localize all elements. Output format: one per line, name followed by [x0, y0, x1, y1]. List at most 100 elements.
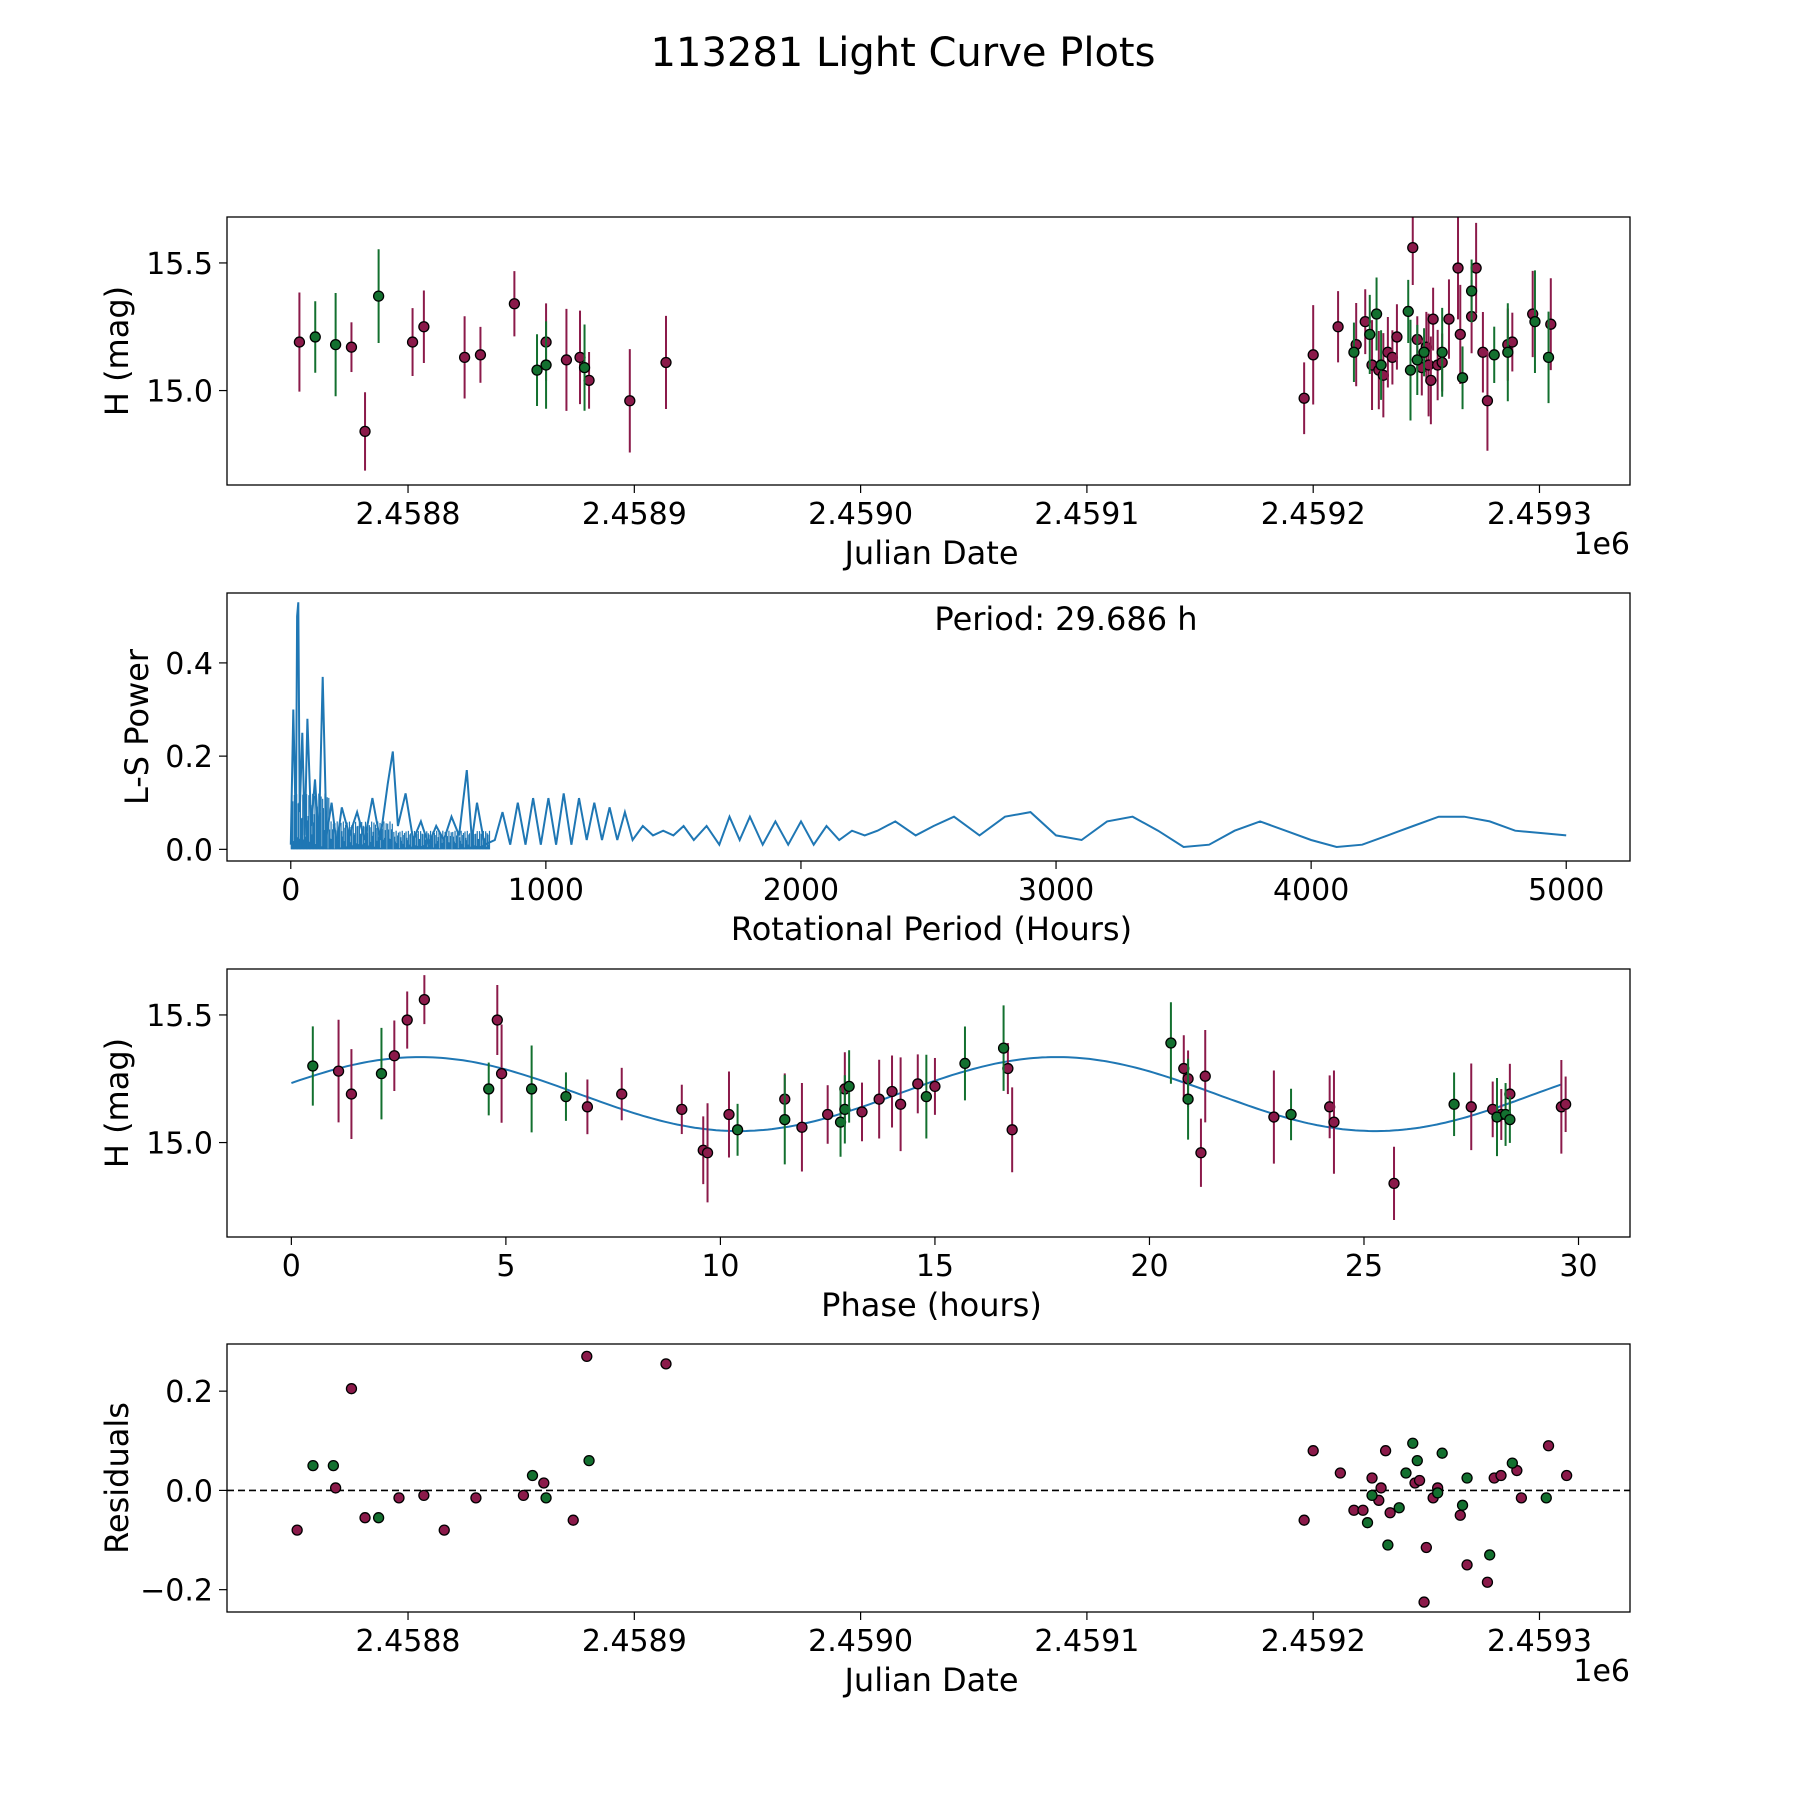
data-point	[418, 1489, 430, 1502]
data-point	[332, 1065, 345, 1077]
y-tick-label: 15.0	[146, 1127, 213, 1162]
data-point	[1461, 1472, 1473, 1484]
periodogram-spikes	[290, 793, 491, 850]
x-tick-label: 2.4593	[1487, 1624, 1592, 1659]
data-point	[372, 290, 385, 302]
data-point	[1470, 262, 1482, 274]
x-tick-label: 2.4588	[356, 497, 461, 532]
axes-frame	[226, 968, 1631, 1238]
data-point	[1366, 1472, 1378, 1484]
data-point	[1165, 1037, 1177, 1049]
data-point	[309, 331, 321, 343]
data-point	[1375, 359, 1387, 371]
data-point	[345, 1088, 358, 1100]
data-point	[1420, 1541, 1432, 1554]
series-g	[307, 1002, 1516, 1165]
data-point	[578, 361, 591, 374]
data-point	[1560, 1469, 1573, 1482]
data-point	[495, 1067, 508, 1080]
y-tick-label: −0.2	[140, 1574, 213, 1609]
data-point	[1456, 372, 1469, 384]
data-point	[1366, 1489, 1378, 1502]
data-point	[886, 1085, 898, 1098]
data-point	[1504, 1113, 1516, 1126]
data-point	[1477, 346, 1489, 358]
series-g	[309, 249, 1555, 421]
data-point	[660, 1358, 672, 1370]
data-point	[1384, 1507, 1396, 1519]
data-point	[345, 1383, 358, 1395]
data-point	[538, 1477, 550, 1489]
data-point	[540, 359, 552, 371]
data-point	[418, 321, 430, 333]
data-point	[291, 1524, 303, 1536]
data-point	[959, 1057, 971, 1070]
data-point	[375, 1067, 388, 1080]
data-point	[1515, 1492, 1528, 1504]
data-point	[1425, 374, 1437, 387]
data-point	[418, 993, 431, 1006]
y-tick-label: 0.0	[165, 833, 213, 868]
data-point	[329, 1482, 342, 1494]
data-point	[1436, 1447, 1448, 1459]
plot-marks	[293, 217, 1557, 471]
data-point	[843, 1080, 855, 1093]
data-point	[1481, 1576, 1494, 1588]
data-point	[470, 1492, 482, 1504]
chart-light-curve: 2.4588 2.4589 2.4590 2.4591 2.4592 2.4593 15.0…	[98, 216, 1631, 572]
x-axis-label: Phase (hours)	[821, 1286, 1042, 1324]
chart-periodogram: 0 1000 2000 3000 4000 5000 0.0 0.2 0.4 Rotational…	[118, 592, 1631, 948]
x-tick-label: 5	[496, 1249, 515, 1284]
data-point	[438, 1524, 450, 1536]
x-tick-label: 2000	[763, 873, 839, 908]
x-tick-label: 15	[916, 1249, 954, 1284]
data-point	[581, 1350, 593, 1363]
data-point	[796, 1121, 808, 1133]
data-point	[1379, 1445, 1392, 1457]
x-tick-label: 2.4592	[1261, 1624, 1366, 1659]
x-tick-label: 1000	[508, 873, 584, 908]
data-point	[1285, 1108, 1297, 1121]
y-axis-label: H (mag)	[98, 1038, 136, 1168]
data-point	[616, 1088, 628, 1100]
data-point	[920, 1090, 933, 1103]
data-point	[1307, 349, 1319, 361]
data-point	[1454, 1509, 1466, 1521]
data-point	[1454, 328, 1466, 341]
x-axis-label: Rotational Period (Hours)	[731, 910, 1132, 948]
data-point	[1411, 354, 1423, 366]
y-tick-label: 0.2	[165, 740, 213, 775]
period-annotation: Period: 29.686 h	[934, 600, 1197, 638]
data-point	[1465, 285, 1478, 297]
axes-frame	[226, 216, 1631, 486]
data-point	[1391, 331, 1403, 343]
data-point	[1418, 1596, 1430, 1608]
data-point	[560, 1090, 572, 1103]
data-point	[1328, 1116, 1340, 1128]
data-point	[1456, 1499, 1469, 1511]
figure-title: 113281 Light Curve Plots	[651, 30, 1156, 76]
axes-frame	[226, 592, 1631, 862]
data-point	[1268, 1111, 1280, 1123]
data-point	[1332, 321, 1344, 333]
data-point	[1559, 1098, 1572, 1110]
y-tick-label: 15.0	[146, 375, 213, 410]
plot-marks	[291, 975, 1572, 1221]
data-point	[894, 1098, 907, 1110]
data-point	[1411, 1454, 1423, 1467]
data-point	[701, 1147, 714, 1159]
x-tick-label: 2.4591	[1034, 497, 1139, 532]
plot-marks	[289, 602, 1567, 850]
data-point	[731, 1124, 744, 1136]
data-point	[1481, 395, 1494, 407]
data-point	[1359, 315, 1371, 328]
data-point	[1370, 308, 1383, 320]
data-point	[574, 351, 586, 364]
data-point	[581, 1101, 594, 1113]
data-point	[997, 1042, 1010, 1054]
x-tick-label: 0	[282, 1249, 301, 1284]
data-point	[822, 1108, 834, 1121]
data-point	[1432, 1487, 1444, 1499]
data-point	[676, 1103, 688, 1116]
